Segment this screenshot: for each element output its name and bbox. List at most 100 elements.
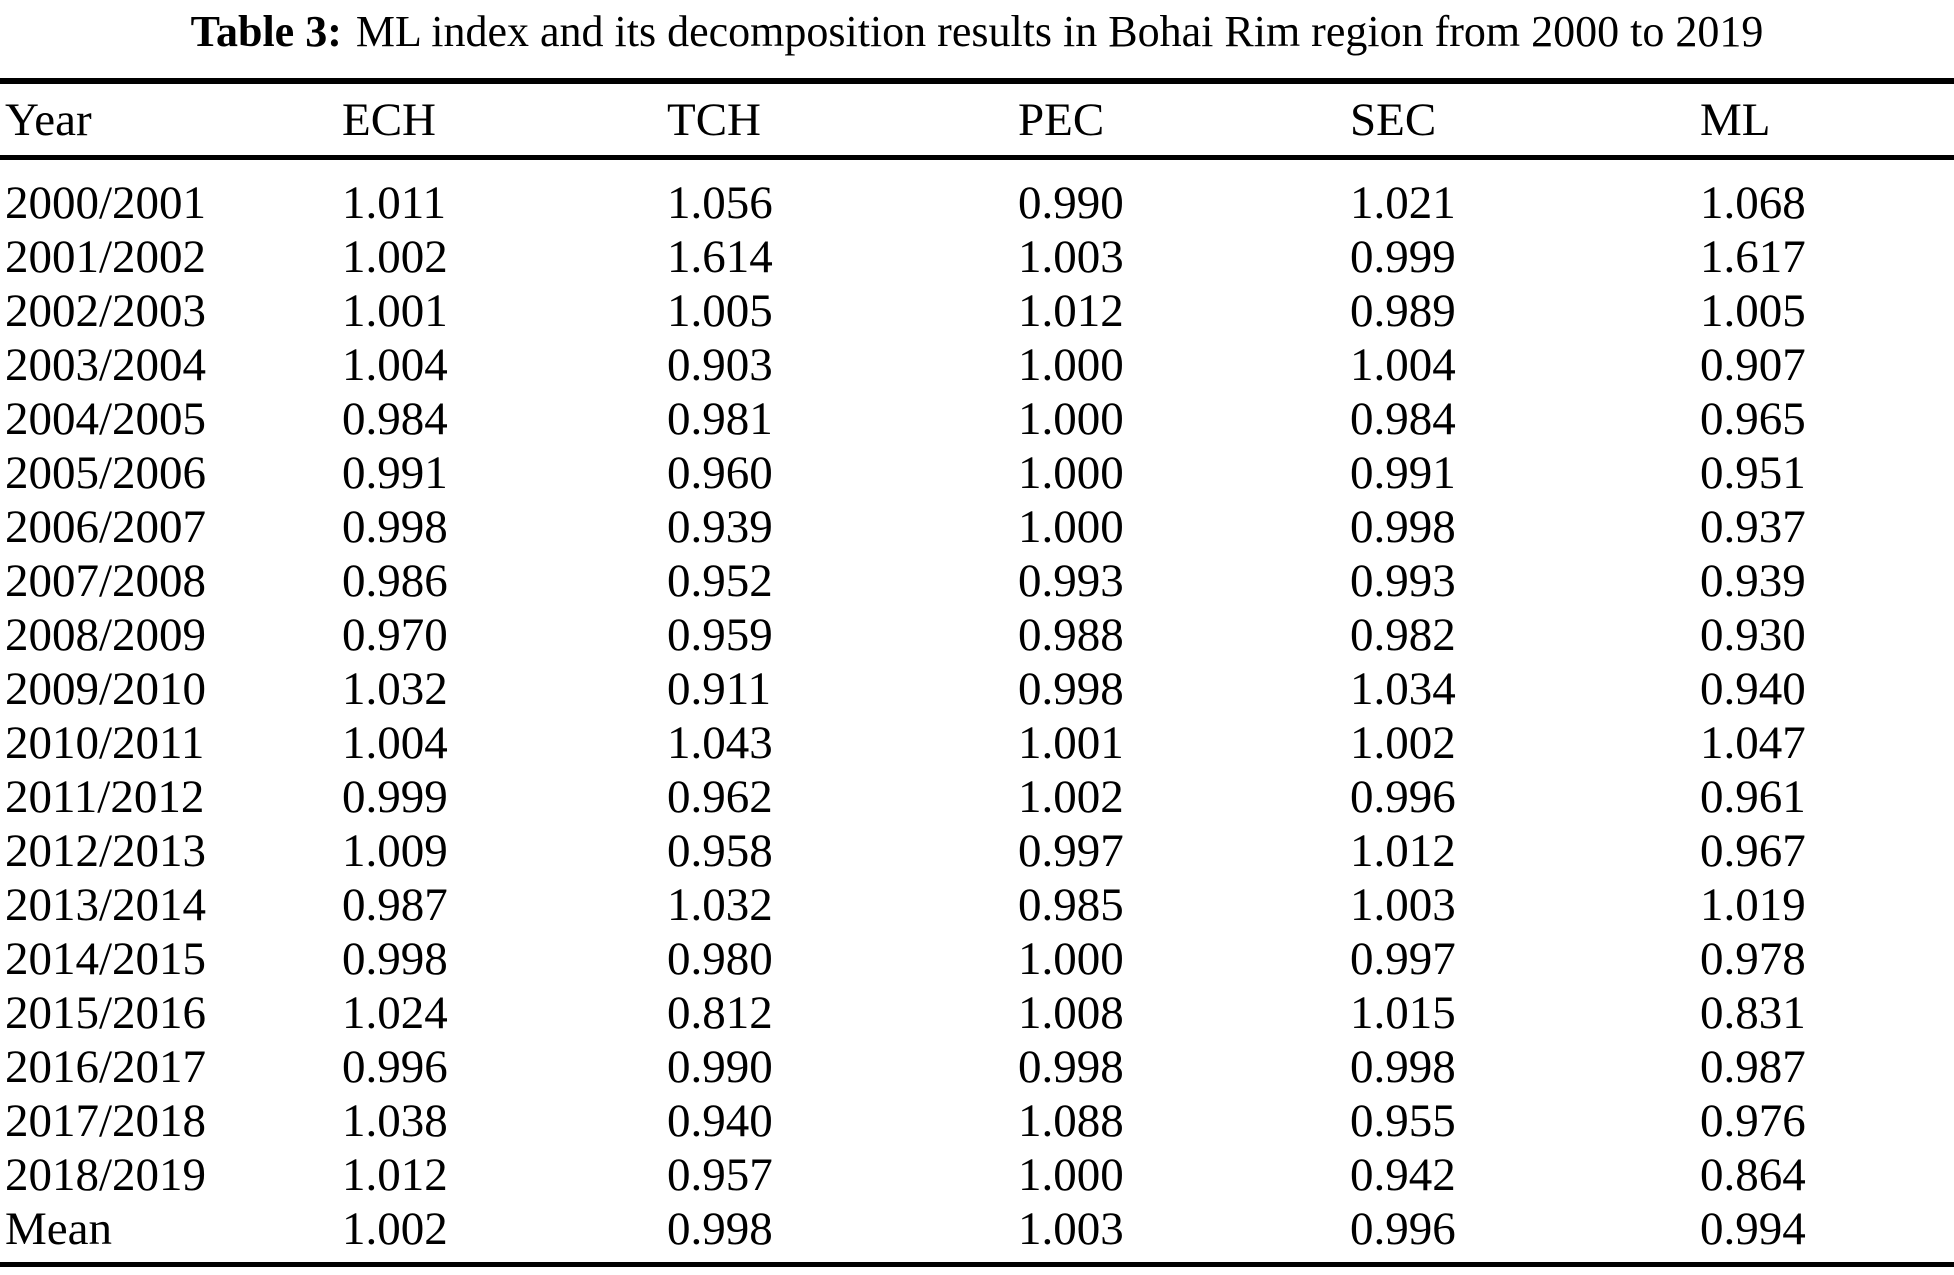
value-cell: 0.998	[667, 1203, 773, 1255]
value-cell: 1.004	[342, 717, 448, 769]
table-row: 2011/2012 0.999 0.962 1.002 0.996 0.961	[0, 770, 1954, 824]
value-cell: 1.009	[342, 825, 448, 877]
value-cell: 0.998	[1350, 501, 1456, 553]
value-cell: 1.002	[342, 231, 448, 283]
value-cell: 0.989	[1350, 285, 1456, 337]
value-cell: 1.015	[1350, 987, 1456, 1039]
value-cell: 0.962	[667, 771, 773, 823]
value-cell: 0.988	[1018, 609, 1124, 661]
value-cell: 1.038	[342, 1095, 448, 1147]
value-cell: 1.019	[1700, 879, 1806, 931]
value-cell: 0.957	[667, 1149, 773, 1201]
value-cell: 0.987	[1700, 1041, 1806, 1093]
value-cell: 1.001	[342, 285, 448, 337]
value-cell: 0.997	[1018, 825, 1124, 877]
value-cell: 0.930	[1700, 609, 1806, 661]
value-cell: 1.002	[342, 1203, 448, 1255]
year-cell: 2015/2016	[5, 987, 207, 1039]
value-cell: 1.005	[667, 285, 773, 337]
table-caption: Table 3: ML index and its decomposition r…	[0, 0, 1954, 58]
value-cell: 0.831	[1700, 987, 1806, 1039]
value-cell: 0.998	[1018, 1041, 1124, 1093]
value-cell: 1.043	[667, 717, 773, 769]
value-cell: 0.981	[667, 393, 773, 445]
value-cell: 1.004	[1350, 339, 1456, 391]
column-header-year: Year	[0, 81, 337, 160]
year-cell: 2002/2003	[5, 285, 207, 337]
table-row: 2007/2008 0.986 0.952 0.993 0.993 0.939	[0, 554, 1954, 608]
value-cell: 0.907	[1700, 339, 1806, 391]
value-cell: 0.951	[1700, 447, 1806, 499]
value-cell: 1.000	[1018, 393, 1124, 445]
value-cell: 0.990	[667, 1041, 773, 1093]
year-cell: 2011/2012	[5, 771, 205, 823]
value-cell: 0.986	[342, 555, 448, 607]
value-cell: 0.955	[1350, 1095, 1456, 1147]
table-row: 2016/2017 0.996 0.990 0.998 0.998 0.987	[0, 1040, 1954, 1094]
value-cell: 0.990	[1018, 177, 1124, 229]
value-cell: 1.003	[1018, 231, 1124, 283]
year-cell: 2000/2001	[5, 177, 207, 229]
value-cell: 0.998	[1018, 663, 1124, 715]
value-cell: 0.987	[342, 879, 448, 931]
year-cell: 2007/2008	[5, 555, 207, 607]
table-row: 2006/2007 0.998 0.939 1.000 0.998 0.937	[0, 500, 1954, 554]
year-cell: 2003/2004	[5, 339, 207, 391]
table-row: 2013/2014 0.987 1.032 0.985 1.003 1.019	[0, 878, 1954, 932]
table-caption-text: ML index and its decomposition results i…	[355, 7, 1764, 56]
year-cell: 2016/2017	[5, 1041, 207, 1093]
table-row: 2005/2006 0.991 0.960 1.000 0.991 0.951	[0, 446, 1954, 500]
value-cell: 0.993	[1018, 555, 1124, 607]
value-cell: 0.978	[1700, 933, 1806, 985]
column-header-pec: PEC	[1013, 81, 1345, 160]
value-cell: 0.985	[1018, 879, 1124, 931]
value-cell: 0.970	[342, 609, 448, 661]
value-cell: 0.984	[1350, 393, 1456, 445]
ml-index-decomposition-table: Year ECH TCH PEC SEC ML 2000/2001 1.011 1.056 0.…	[0, 78, 1954, 1267]
value-cell: 1.012	[342, 1149, 448, 1201]
value-cell: 0.999	[1350, 231, 1456, 283]
value-cell: 0.991	[342, 447, 448, 499]
value-cell: 0.980	[667, 933, 773, 985]
value-cell: 1.000	[1018, 1149, 1124, 1201]
value-cell: 0.996	[342, 1041, 448, 1093]
table-row: 2018/2019 1.012 0.957 1.000 0.942 0.864	[0, 1148, 1954, 1202]
value-cell: 1.617	[1700, 231, 1806, 283]
year-cell: Mean	[5, 1203, 113, 1255]
value-cell: 1.034	[1350, 663, 1456, 715]
value-cell: 0.940	[667, 1095, 773, 1147]
table-row: 2009/2010 1.032 0.911 0.998 1.034 0.940	[0, 662, 1954, 716]
value-cell: 1.032	[342, 663, 448, 715]
value-cell: 1.011	[342, 177, 447, 229]
value-cell: 1.056	[667, 177, 773, 229]
value-cell: 1.000	[1018, 933, 1124, 985]
value-cell: 0.864	[1700, 1149, 1806, 1201]
value-cell: 0.976	[1700, 1095, 1806, 1147]
value-cell: 1.088	[1018, 1095, 1124, 1147]
table-row: 2002/2003 1.001 1.005 1.012 0.989 1.005	[0, 284, 1954, 338]
value-cell: 0.952	[667, 555, 773, 607]
year-cell: 2017/2018	[5, 1095, 207, 1147]
table-row: 2014/2015 0.998 0.980 1.000 0.997 0.978	[0, 932, 1954, 986]
year-cell: 2014/2015	[5, 933, 207, 985]
value-cell: 0.939	[1700, 555, 1806, 607]
year-cell: 2005/2006	[5, 447, 207, 499]
table-row: 2008/2009 0.970 0.959 0.988 0.982 0.930	[0, 608, 1954, 662]
table-row: 2012/2013 1.009 0.958 0.997 1.012 0.967	[0, 824, 1954, 878]
year-cell: 2009/2010	[5, 663, 207, 715]
year-cell: 2013/2014	[5, 879, 207, 931]
value-cell: 0.991	[1350, 447, 1456, 499]
year-cell: 2008/2009	[5, 609, 207, 661]
value-cell: 0.998	[342, 501, 448, 553]
table-row: Mean 1.002 0.998 1.003 0.996 0.994	[0, 1202, 1954, 1265]
table-caption-label: Table 3:	[190, 7, 342, 56]
value-cell: 1.002	[1350, 717, 1456, 769]
value-cell: 0.903	[667, 339, 773, 391]
header-row: Year ECH TCH PEC SEC ML	[0, 81, 1954, 160]
value-cell: 1.047	[1700, 717, 1806, 769]
value-cell: 1.001	[1018, 717, 1124, 769]
value-cell: 1.000	[1018, 339, 1124, 391]
value-cell: 0.996	[1350, 1203, 1456, 1255]
year-cell: 2018/2019	[5, 1149, 207, 1201]
